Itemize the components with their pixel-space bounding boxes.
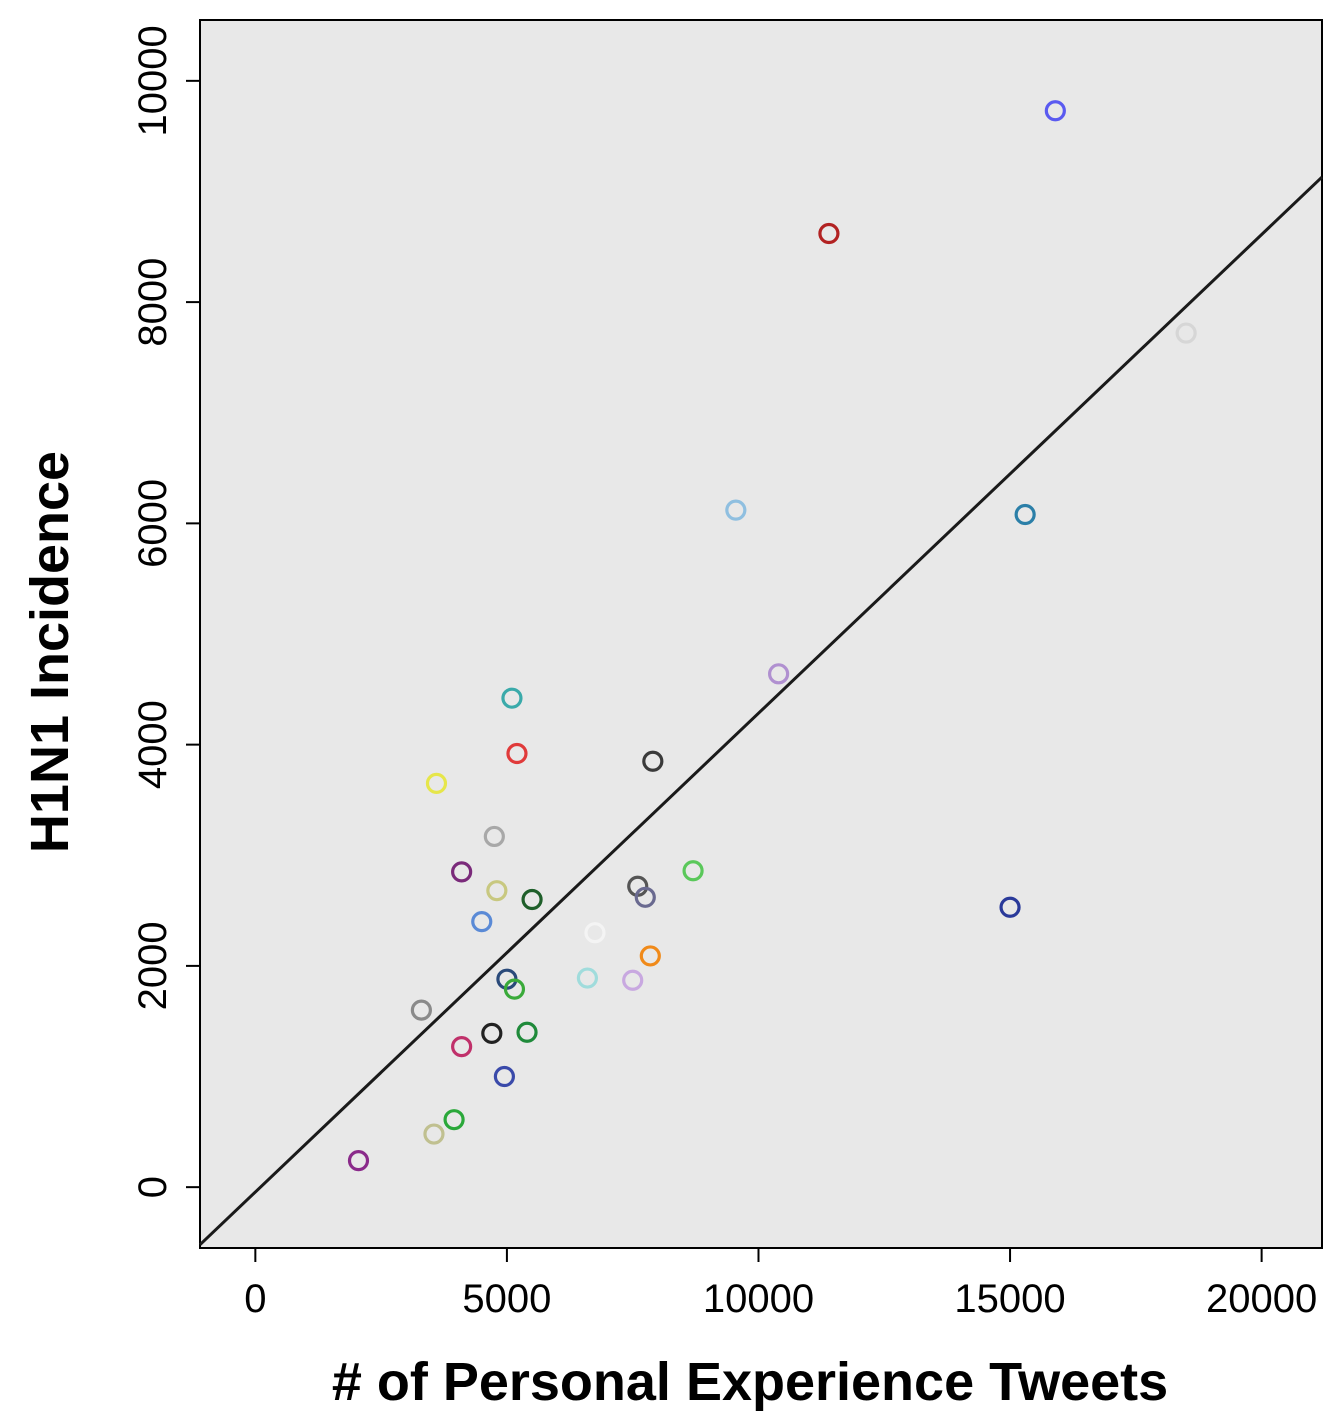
y-axis-title: H1N1 Incidence xyxy=(20,451,80,853)
x-tick-label: 0 xyxy=(244,1277,266,1321)
data-point xyxy=(347,1150,370,1172)
x-axis-title: # of Personal Experience Tweets xyxy=(332,1352,1168,1412)
data-point xyxy=(425,772,448,794)
data-point xyxy=(516,1021,538,1043)
data-point xyxy=(451,861,473,883)
data-point xyxy=(521,888,543,911)
data-point xyxy=(483,825,505,848)
data-point xyxy=(576,967,599,989)
data-point xyxy=(725,499,747,521)
data-point xyxy=(682,860,704,882)
data-point xyxy=(481,1022,503,1044)
data-point xyxy=(493,1065,515,1088)
plot-area xyxy=(199,19,1323,1249)
data-point xyxy=(642,750,664,772)
data-point xyxy=(506,742,528,765)
x-tick-label: 20000 xyxy=(1206,1277,1317,1321)
trend-line xyxy=(198,176,1324,1246)
data-point xyxy=(486,880,508,902)
y-tick-label: 4000 xyxy=(131,700,175,789)
data-point xyxy=(768,663,790,685)
data-point xyxy=(622,969,644,991)
data-point xyxy=(639,945,661,967)
y-tick-label: 0 xyxy=(131,1176,175,1198)
y-tick-label: 10000 xyxy=(131,25,175,136)
data-point xyxy=(1044,100,1066,122)
x-tick-label: 5000 xyxy=(462,1277,551,1321)
data-point xyxy=(634,886,656,908)
data-point xyxy=(1014,503,1036,526)
data-point xyxy=(471,911,493,933)
data-point xyxy=(1175,322,1197,344)
data-point xyxy=(423,1123,445,1145)
x-tick-label: 15000 xyxy=(954,1277,1065,1321)
data-point xyxy=(451,1036,473,1058)
x-axis: 0 5000 10000 15000 20000 xyxy=(244,1248,1317,1321)
y-tick-label: 8000 xyxy=(131,258,175,347)
data-point xyxy=(999,896,1021,918)
data-point xyxy=(443,1109,465,1131)
data-point xyxy=(410,999,432,1021)
data-point xyxy=(818,222,840,245)
y-tick-label: 6000 xyxy=(131,479,175,568)
data-point xyxy=(503,978,526,1000)
x-tick-label: 10000 xyxy=(703,1277,814,1321)
data-points-layer xyxy=(347,100,1197,1172)
y-axis: 0 2000 4000 6000 8000 10000 xyxy=(131,25,200,1198)
trend-line-layer xyxy=(198,176,1324,1246)
y-tick-label: 2000 xyxy=(131,921,175,1010)
data-point xyxy=(501,687,523,709)
data-point xyxy=(584,922,606,944)
